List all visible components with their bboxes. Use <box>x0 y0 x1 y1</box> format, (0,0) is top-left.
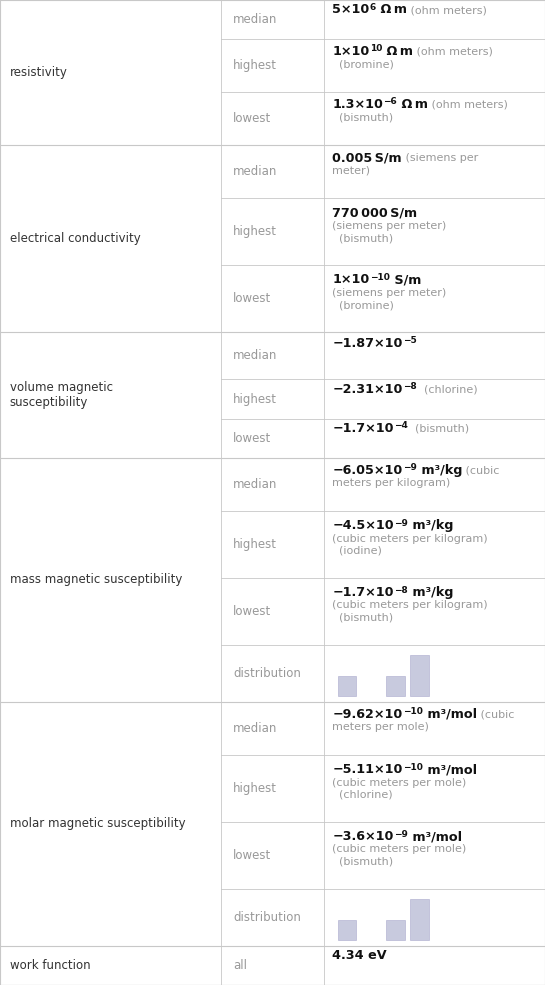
Text: −9: −9 <box>403 463 416 472</box>
Text: all: all <box>233 959 247 972</box>
Bar <box>337 920 356 940</box>
Text: highest: highest <box>233 538 277 551</box>
Text: (bismuth): (bismuth) <box>332 857 393 867</box>
Text: 4.34 eV: 4.34 eV <box>332 950 387 962</box>
Text: 1×10: 1×10 <box>332 45 370 58</box>
Text: m³/mol: m³/mol <box>408 830 462 843</box>
Text: work function: work function <box>10 959 90 972</box>
Text: Ω m: Ω m <box>397 98 428 111</box>
Text: 6: 6 <box>370 3 376 12</box>
Text: −9.62×10: −9.62×10 <box>332 707 403 721</box>
Text: −3.6×10: −3.6×10 <box>332 830 394 843</box>
Text: median: median <box>233 478 277 491</box>
Text: 0.005 S/m: 0.005 S/m <box>332 151 402 164</box>
Text: m³/kg: m³/kg <box>408 586 453 599</box>
Text: −9: −9 <box>394 829 408 838</box>
Text: electrical conductivity: electrical conductivity <box>10 232 141 245</box>
Text: (cubic meters per mole): (cubic meters per mole) <box>332 777 467 788</box>
Text: (iodine): (iodine) <box>332 546 383 556</box>
Text: m³/mol: m³/mol <box>422 707 477 721</box>
Text: m³/kg: m³/kg <box>408 519 453 532</box>
Text: meters per kilogram): meters per kilogram) <box>332 478 451 488</box>
Text: −2.31×10: −2.31×10 <box>332 383 403 396</box>
Text: (ohm meters): (ohm meters) <box>413 47 493 57</box>
Text: −9: −9 <box>394 519 408 528</box>
Text: lowest: lowest <box>233 605 271 618</box>
Text: Ω m: Ω m <box>382 45 413 58</box>
Text: (bismuth): (bismuth) <box>408 424 469 434</box>
Text: (bismuth): (bismuth) <box>332 112 393 122</box>
Text: 5×10: 5×10 <box>332 3 370 17</box>
Text: −1.7×10: −1.7×10 <box>332 586 394 599</box>
Text: (chlorine): (chlorine) <box>416 385 477 395</box>
Text: distribution: distribution <box>233 911 301 924</box>
Text: −4: −4 <box>394 422 408 430</box>
Text: −10: −10 <box>403 762 423 771</box>
Text: −1.7×10: −1.7×10 <box>332 422 394 435</box>
Text: −6: −6 <box>383 98 397 106</box>
Text: meter): meter) <box>332 165 371 175</box>
Text: 1×10: 1×10 <box>332 274 370 287</box>
Text: (cubic: (cubic <box>462 466 499 476</box>
Text: highest: highest <box>233 393 277 406</box>
Text: (cubic meters per kilogram): (cubic meters per kilogram) <box>332 601 488 611</box>
Text: volume magnetic
susceptibility: volume magnetic susceptibility <box>10 381 113 409</box>
Bar <box>410 899 429 940</box>
Text: lowest: lowest <box>233 849 271 862</box>
Text: meters per mole): meters per mole) <box>332 722 429 732</box>
Text: lowest: lowest <box>233 293 271 305</box>
Text: −10: −10 <box>403 707 422 716</box>
Text: median: median <box>233 165 277 178</box>
Text: −8: −8 <box>394 585 408 595</box>
Text: highest: highest <box>233 59 277 72</box>
Text: (bismuth): (bismuth) <box>332 233 393 243</box>
Text: −1.87×10: −1.87×10 <box>332 337 403 350</box>
Bar <box>410 655 429 696</box>
Text: −10: −10 <box>370 273 390 282</box>
Text: 10: 10 <box>370 44 382 53</box>
Text: distribution: distribution <box>233 667 301 680</box>
Text: resistivity: resistivity <box>10 66 68 79</box>
Text: (siemens per: (siemens per <box>402 153 479 164</box>
Text: −8: −8 <box>403 382 416 391</box>
Text: (cubic meters per kilogram): (cubic meters per kilogram) <box>332 534 488 544</box>
Bar <box>337 676 356 696</box>
Text: mass magnetic susceptibility: mass magnetic susceptibility <box>10 573 182 586</box>
Text: −5.11×10: −5.11×10 <box>332 763 403 776</box>
Text: highest: highest <box>233 782 277 795</box>
Bar <box>386 676 405 696</box>
Text: 770 000 S/m: 770 000 S/m <box>332 207 417 220</box>
Text: (bromine): (bromine) <box>332 59 395 69</box>
Text: (siemens per meter): (siemens per meter) <box>332 288 447 297</box>
Text: median: median <box>233 722 277 735</box>
Text: S/m: S/m <box>390 274 421 287</box>
Text: (bromine): (bromine) <box>332 300 395 310</box>
Text: lowest: lowest <box>233 431 271 445</box>
Text: (cubic meters per mole): (cubic meters per mole) <box>332 844 467 854</box>
Text: median: median <box>233 350 277 362</box>
Text: lowest: lowest <box>233 112 271 125</box>
Text: median: median <box>233 13 277 26</box>
Text: (bismuth): (bismuth) <box>332 613 393 623</box>
Bar <box>386 920 405 940</box>
Text: −6.05×10: −6.05×10 <box>332 464 403 477</box>
Text: −5: −5 <box>403 336 416 346</box>
Text: m³/mol: m³/mol <box>423 763 477 776</box>
Text: −4.5×10: −4.5×10 <box>332 519 394 532</box>
Text: Ω m: Ω m <box>376 3 407 17</box>
Text: highest: highest <box>233 226 277 238</box>
Text: (ohm meters): (ohm meters) <box>428 99 508 110</box>
Text: (chlorine): (chlorine) <box>332 790 393 800</box>
Text: (ohm meters): (ohm meters) <box>407 5 487 15</box>
Text: (siemens per meter): (siemens per meter) <box>332 221 447 230</box>
Text: m³/kg: m³/kg <box>416 464 462 477</box>
Text: 1.3×10: 1.3×10 <box>332 98 383 111</box>
Text: molar magnetic susceptibility: molar magnetic susceptibility <box>10 818 185 830</box>
Text: (cubic: (cubic <box>477 709 514 720</box>
